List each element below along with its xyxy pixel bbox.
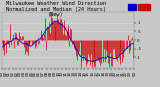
Text: Milwaukee Weather Wind Direction Normalized and Median (24 Hours) (New): Milwaukee Weather Wind Direction Normali…	[6, 1, 106, 17]
